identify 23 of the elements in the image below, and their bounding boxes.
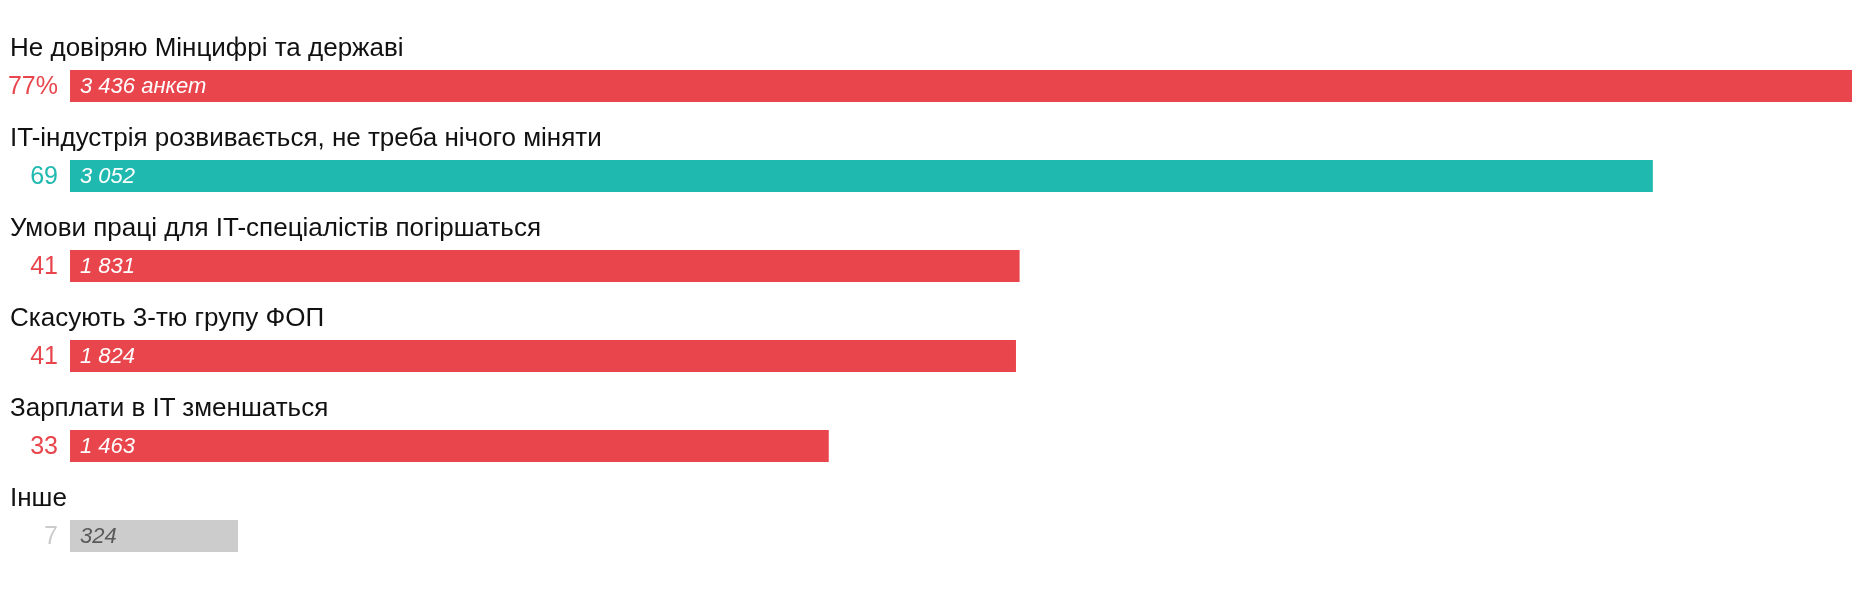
y-tick-label: Зарплати в IT зменшаться <box>10 392 329 422</box>
bar <box>70 160 1653 192</box>
y-tick-label: IT-індустрія розвивається, не треба нічого міняти <box>10 122 602 152</box>
bar <box>70 70 1852 102</box>
y-tick-label: Умови праці для IT-спеціалістів погіршаться <box>10 212 541 242</box>
y-tick-label: Скасують 3-тю групу ФОП <box>10 302 325 332</box>
bar <box>70 520 239 552</box>
data-label: 3 436 анкет <box>80 73 207 98</box>
y-tick-label: Інше <box>10 482 67 512</box>
data-label: 3 052 <box>80 163 136 188</box>
text: 77% <box>7 71 58 99</box>
data-label: 1 831 <box>80 253 136 278</box>
y-tick-label: Не довіряю Мінцифрі та державі <box>10 32 404 62</box>
text: 41 <box>30 341 58 369</box>
data-label: 1 463 <box>80 433 136 458</box>
data-label: 1 824 <box>80 343 136 368</box>
text: 41 <box>30 251 58 279</box>
text: 69 <box>30 161 58 189</box>
bar <box>70 430 829 462</box>
bar <box>70 250 1020 282</box>
text: 33 <box>30 431 58 459</box>
data-label: 324 <box>80 523 117 548</box>
bar <box>70 340 1016 372</box>
